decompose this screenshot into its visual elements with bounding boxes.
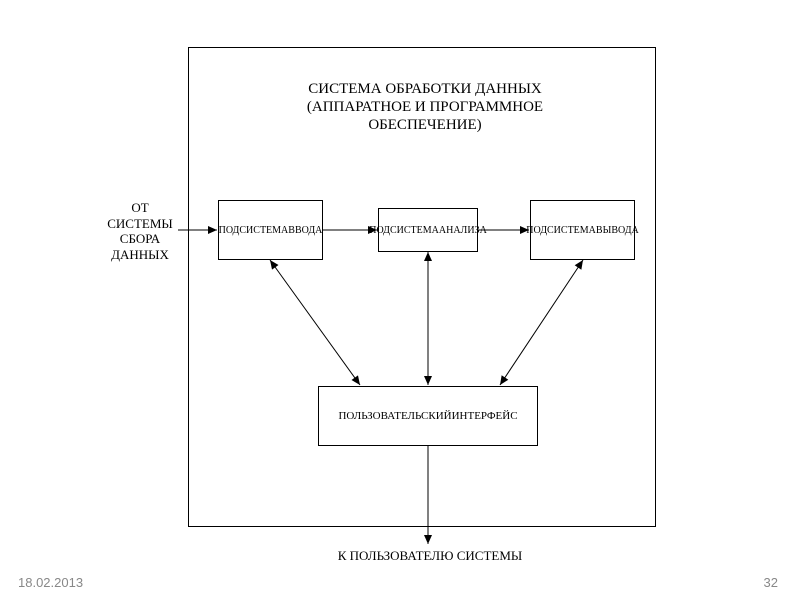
node-ui: ПОЛЬЗОВАТЕЛЬСКИЙИНТЕРФЕЙС	[318, 386, 538, 446]
external-input-label: ОТСИСТЕМЫСБОРАДАННЫХ	[100, 200, 180, 262]
footer-page: 32	[764, 575, 778, 590]
external-output-label: К ПОЛЬЗОВАТЕЛЮ СИСТЕМЫ	[300, 548, 560, 564]
node-output: ПОДСИСТЕМАВЫВОДА	[530, 200, 635, 260]
node-analysis: ПОДСИСТЕМААНАЛИЗА	[378, 208, 478, 252]
diagram-title: СИСТЕМА ОБРАБОТКИ ДАННЫХ(АППАРАТНОЕ И ПР…	[260, 80, 590, 134]
footer-date: 18.02.2013	[18, 575, 83, 590]
node-input: ПОДСИСТЕМАВВОДА	[218, 200, 323, 260]
